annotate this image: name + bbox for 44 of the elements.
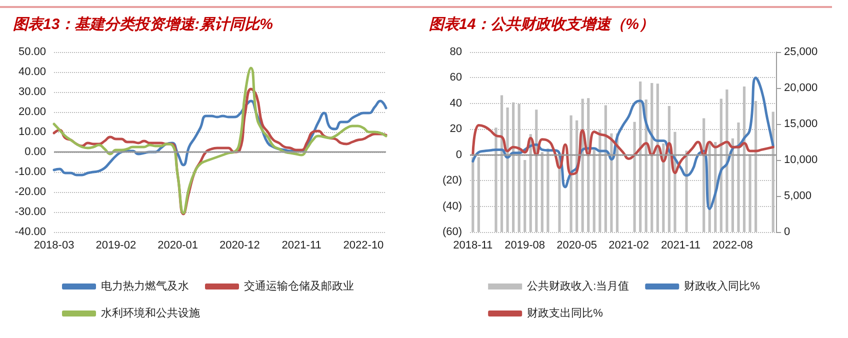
y-tick-label: (60) [442,226,462,238]
y-tick-label: 40 [450,97,462,110]
legend-label: 公共财政收入:当月值 [527,280,630,292]
x-tick-label: 2020-01 [158,240,198,252]
y-tick-label: 0.00 [24,146,46,158]
x-tick-label: 2022-08 [712,240,753,252]
x-tick-label: 2021-02 [608,240,649,252]
y-tick-label: (40) [442,200,462,212]
y2-tick-label: 5,000 [784,190,812,202]
y2-tick-label: 20,000 [784,82,818,94]
y-tick-label: 60 [450,72,462,84]
y-tick-label: 0 [456,148,462,161]
x-tick-label: 2022-10 [343,240,384,252]
y-tick-label: -40.00 [14,226,46,238]
legend-label: 财政收入同比% [684,280,760,292]
legend-label: 电力热力燃气及水 [101,280,189,292]
y2-tick-label: 25,000 [784,46,818,58]
y-tick-label: 30.00 [18,86,46,98]
y2-tick-label: 15,000 [784,118,818,130]
legend-label: 水利环境和公共设施 [101,306,200,320]
chart-title: 图表13：基建分类投资增速:累计同比% [13,16,274,33]
x-tick-label: 2018-03 [34,240,74,252]
x-tick-label: 2021-11 [282,240,322,252]
y2-tick-label: 0 [784,226,790,238]
x-tick-label: 2020-05 [556,240,597,252]
y-tick-label: 20 [450,123,462,136]
x-tick-label: 2019-02 [96,240,136,252]
legend-label: 交通运输仓储及邮政业 [244,280,354,292]
y-tick-label: 80 [450,46,462,58]
y-tick-label: -20.00 [14,186,46,198]
y-tick-label: 20.00 [18,106,46,118]
chart-title: 图表14：公共财政收支增速（%） [429,16,654,33]
x-tick-label: 2019-08 [504,240,546,252]
y-tick-label: -10.00 [14,166,46,178]
y-tick-label: 40.00 [18,66,46,78]
legend-label: 财政支出同比% [527,306,604,320]
x-tick-label: 2018-11 [453,240,493,252]
y-tick-label: (20) [442,174,462,187]
y-tick-label: -30.00 [14,206,46,218]
y-tick-label: 10.00 [18,126,46,138]
x-tick-label: 2020-12 [220,240,260,252]
y-tick-label: 50.00 [18,46,46,58]
y2-tick-label: 10,000 [784,154,818,166]
x-tick-label: 2021-11 [660,240,701,252]
